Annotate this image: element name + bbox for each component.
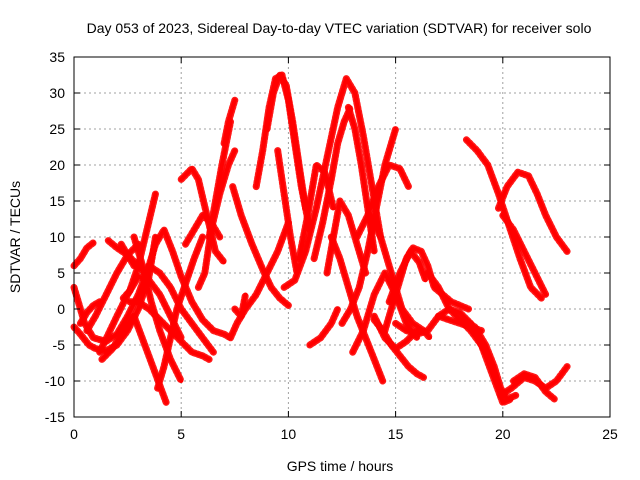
y-tick-label: 5 xyxy=(57,265,65,281)
series-line xyxy=(496,170,570,254)
series-line xyxy=(265,73,308,211)
series-line xyxy=(275,148,299,275)
series-line xyxy=(232,292,248,319)
y-tick-label: 0 xyxy=(57,301,65,317)
series-line xyxy=(511,371,557,401)
series-line xyxy=(329,235,385,383)
series-line xyxy=(230,184,291,308)
x-tick-label: 15 xyxy=(388,426,404,442)
series-line xyxy=(307,307,340,347)
axis-ticks: 0 5 10 15 20 25 -15 -10 -5 0 5 10 15 20 25 30 35 xyxy=(45,49,618,442)
y-tick-label: -5 xyxy=(53,337,66,353)
series-line xyxy=(228,220,291,340)
y-tick-label: 20 xyxy=(49,157,65,173)
series-line xyxy=(121,191,158,301)
series-line xyxy=(99,314,169,405)
series-line xyxy=(462,317,518,401)
series-line xyxy=(119,242,136,268)
y-tick-label: -15 xyxy=(45,409,65,425)
series-line xyxy=(355,163,411,239)
series-line xyxy=(179,166,227,265)
chart-title: Day 053 of 2023, Sidereal Day-to-day VTE… xyxy=(87,20,592,36)
series-line xyxy=(72,227,233,344)
series-line xyxy=(312,105,353,261)
x-tick-label: 10 xyxy=(281,426,297,442)
series-line xyxy=(340,127,398,326)
series-line xyxy=(72,240,96,268)
series-line xyxy=(155,235,205,391)
series-line xyxy=(500,213,548,297)
y-tick-label: 25 xyxy=(49,121,65,137)
x-axis-title: GPS time / hours xyxy=(287,458,394,474)
y-tick-label: 35 xyxy=(49,49,65,65)
series-line xyxy=(222,98,237,146)
y-tick-label: 15 xyxy=(49,193,65,209)
series-line xyxy=(282,76,383,290)
y-tick-label: -10 xyxy=(45,373,65,389)
series-layer xyxy=(70,71,571,407)
x-tick-label: 5 xyxy=(177,426,185,442)
series-line xyxy=(147,263,216,355)
x-tick-label: 0 xyxy=(70,426,78,442)
x-tick-label: 20 xyxy=(495,426,511,442)
series-line xyxy=(78,299,102,326)
series-line xyxy=(350,271,419,355)
y-axis-title: SDTVAR / TECUs xyxy=(7,181,23,293)
series-line xyxy=(387,249,428,304)
y-tick-label: 30 xyxy=(49,85,65,101)
y-tick-label: 10 xyxy=(49,229,65,245)
series-line xyxy=(372,317,426,380)
series-line xyxy=(464,137,544,301)
x-tick-label: 25 xyxy=(602,426,618,442)
